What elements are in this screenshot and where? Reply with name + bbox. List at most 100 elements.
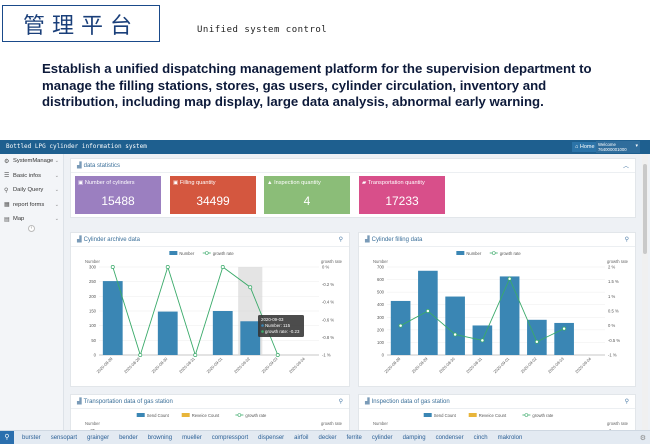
sidebar-item-map[interactable]: ▤ Map ⌄ xyxy=(0,212,63,227)
legend-label: growth rate xyxy=(532,413,554,418)
y-tick-label: 1 % xyxy=(608,294,615,299)
settings-icon[interactable]: ⚙ xyxy=(639,434,646,442)
y-tick-label: 150 xyxy=(89,309,97,314)
tag-bar: ⚲ burster sensopart grainger bender browning… xyxy=(0,430,650,444)
y-tick-label: 0 % xyxy=(322,265,329,270)
legend-swatch xyxy=(468,413,477,417)
y-tick-label: 600 xyxy=(377,277,385,282)
chart-panel-header: ▟ Cylinder archive data ⚲ xyxy=(71,233,349,247)
stat-card-inspection: ▲ Inspection quantity 4 xyxy=(264,176,350,214)
tag-link[interactable]: cinch xyxy=(473,434,488,441)
search-icon[interactable]: ⚲ xyxy=(0,431,14,444)
stats-panel: ▟ data statistics ︿ ▣ Number of cylinder… xyxy=(70,158,636,218)
y-tick-label: -0.6 % xyxy=(322,317,334,322)
tag-link[interactable]: bender xyxy=(119,434,138,441)
y-tick-label: -0.2 % xyxy=(322,282,334,287)
x-tick-label: 2020-09-01 xyxy=(492,356,511,375)
tag-link[interactable]: browning xyxy=(147,434,173,441)
tag-link[interactable]: dispenser xyxy=(258,434,285,441)
chart-panel-transportation: ▟ Transportation data of gas station ⚲ S… xyxy=(70,394,350,434)
home-button[interactable]: ⌂ Home xyxy=(572,142,598,152)
sidebar-item-systemmanage[interactable]: ⚙ SystemManage ⌄ xyxy=(0,154,63,169)
sidebar-collapse-button[interactable]: ‹ xyxy=(28,225,35,232)
chart-panel-header: ▟ Transportation data of gas station ⚲ xyxy=(71,395,349,409)
stats-panel-title: data statistics xyxy=(83,162,120,169)
legend-label: Reveice Count xyxy=(192,413,220,418)
tag-link[interactable]: condenser xyxy=(435,434,464,441)
tag-link[interactable]: mueller xyxy=(182,434,202,441)
slide-subtitle: Unified system control xyxy=(197,25,328,35)
sidebar: ⚙ SystemManage ⌄ ☰ Basic infos ⌄ ⚲ Daily… xyxy=(0,154,64,430)
legend-label: Number xyxy=(466,251,481,256)
user-menu[interactable]: Welcome 764000001000 ▾ xyxy=(596,141,640,153)
tag-link[interactable]: compressport xyxy=(211,434,249,441)
scrollbar-thumb[interactable] xyxy=(643,164,647,254)
x-tick-label: 2020-08-28 xyxy=(95,356,114,375)
stats-panel-header: ▟ data statistics ︿ xyxy=(71,159,635,173)
chart-title: Cylinder archive data xyxy=(83,236,140,243)
sidebar-item-daily-query[interactable]: ⚲ Daily Query ⌄ xyxy=(0,183,63,198)
growth-rate-point xyxy=(425,309,430,313)
growth-rate-point xyxy=(220,265,225,269)
stat-card-value: 15488 xyxy=(101,194,135,208)
zoom-icon[interactable]: ⚲ xyxy=(624,399,629,405)
y-tick-label: 300 xyxy=(377,315,385,320)
sidebar-item-report-forms[interactable]: ▦ report forms ⌄ xyxy=(0,198,63,213)
stat-card-value: 17233 xyxy=(385,194,419,208)
tag-link[interactable]: makrolon xyxy=(497,434,523,441)
tag-link[interactable]: grainger xyxy=(87,434,110,441)
legend-label: growth rate xyxy=(500,251,522,256)
y-tick-label: 400 xyxy=(377,302,385,307)
chart-panel-filling: ▟ Cylinder filling data ⚲ Number growth r… xyxy=(358,232,636,387)
sidebar-item-basic-infos[interactable]: ☰ Basic infos ⌄ xyxy=(0,169,63,184)
bar-chart-icon: ▟ xyxy=(77,237,82,243)
growth-rate-point xyxy=(398,323,403,328)
sidebar-item-label: Basic infos xyxy=(13,172,42,179)
x-tick-label: 2020-08-29 xyxy=(411,356,430,375)
tooltip-marker xyxy=(261,324,264,327)
slide-title-box: 管理平台 xyxy=(2,5,160,42)
dashboard-content: ▟ data statistics ︿ ▣ Number of cylinder… xyxy=(70,158,636,434)
vertical-scrollbar[interactable] xyxy=(642,154,648,430)
legend-label: growth rate xyxy=(245,413,267,418)
tag-link[interactable]: cylinder xyxy=(371,434,393,441)
zoom-icon[interactable]: ⚲ xyxy=(338,399,343,405)
chart-panel-inspection: ▟ Inspection data of gas station ⚲ Send … xyxy=(358,394,636,434)
truck-icon: ▰ xyxy=(362,180,368,186)
bar xyxy=(499,276,520,355)
y-tick-label: 100 xyxy=(89,323,97,328)
cylinder-icon: ▣ xyxy=(78,180,85,186)
x-tick-label: 2020-09-01 xyxy=(205,356,224,375)
sidebar-item-label: Daily Query xyxy=(13,187,44,194)
slide-description: Establish a unified dispatching manageme… xyxy=(42,61,592,109)
zoom-icon[interactable]: ⚲ xyxy=(624,237,629,243)
x-tick-label: 2020-09-03 xyxy=(260,356,279,375)
x-tick-label: 2020-09-02 xyxy=(520,356,539,375)
tooltip-date: 2020-09-03 xyxy=(261,317,284,322)
stat-card-cylinders: ▣ Number of cylinders 15488 xyxy=(75,176,161,214)
y-tick-label: 200 xyxy=(89,294,97,299)
bar xyxy=(102,281,123,355)
chevron-down-icon: ▾ xyxy=(635,143,638,149)
bar xyxy=(390,300,411,355)
bar-chart-icon: ▟ xyxy=(365,399,370,405)
legend-swatch xyxy=(423,413,432,417)
legend-label: Number xyxy=(179,251,194,256)
growth-rate-point xyxy=(480,338,485,343)
tag-link[interactable]: decker xyxy=(318,434,337,441)
x-tick-label: 2020-09-04 xyxy=(574,356,593,375)
stat-card-label: ▣ Number of cylinders xyxy=(78,180,135,186)
fill-icon: ▣ xyxy=(173,180,180,186)
tag-link[interactable]: ferrite xyxy=(346,434,362,441)
chart-title: Inspection data of gas station xyxy=(371,398,450,405)
y-tick-label: -1 % xyxy=(608,353,617,358)
tag-link[interactable]: airfoil xyxy=(294,434,309,441)
tag-link[interactable]: sensopart xyxy=(50,434,78,441)
legend-swatch xyxy=(456,251,465,255)
zoom-icon[interactable]: ⚲ xyxy=(338,237,343,243)
legend-swatch xyxy=(237,413,242,417)
tag-link[interactable]: burster xyxy=(22,434,41,441)
collapse-icon[interactable]: ︿ xyxy=(622,164,629,170)
tag-link[interactable]: damping xyxy=(402,434,426,441)
legend-label: growth rate xyxy=(213,251,235,256)
